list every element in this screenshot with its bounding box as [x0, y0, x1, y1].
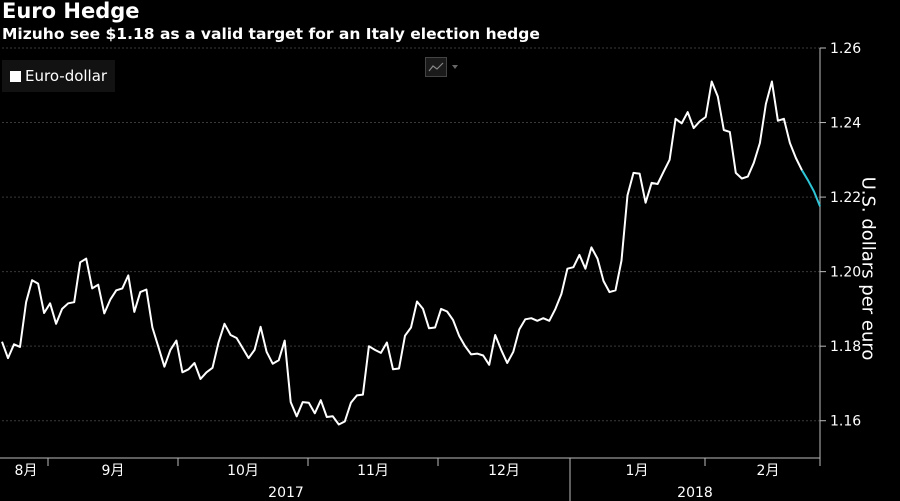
x-year-label: 2017	[268, 485, 304, 501]
series-line-tail	[801, 169, 821, 207]
line-chart-icon	[425, 57, 447, 77]
y-tick-label: 1.16	[830, 414, 861, 430]
y-tick-label: 1.24	[830, 116, 861, 132]
x-tick-label: 9月	[102, 463, 125, 479]
chart-type-button[interactable]	[425, 56, 463, 78]
y-tick-label: 1.18	[830, 339, 861, 355]
x-tick-label: 10月	[227, 463, 259, 479]
x-tick-label: 11月	[357, 463, 389, 479]
chevron-down-icon	[452, 65, 458, 69]
series-line-euro-dollar	[1, 80, 803, 426]
x-tick-label: 1月	[626, 463, 649, 479]
grid-lines	[2, 47, 820, 422]
series-lines	[1, 80, 821, 426]
x-tick-label: 12月	[488, 463, 520, 479]
y-tick-label: 1.26	[830, 41, 861, 57]
chart-title: Euro Hedge	[2, 0, 140, 23]
y-axis-label: U.S. dollars per euro	[857, 176, 879, 361]
x-tick-label: 8月	[15, 463, 38, 479]
legend-label: Euro-dollar	[25, 67, 108, 85]
x-year-label: 2018	[677, 485, 713, 501]
y-tick-label: 1.22	[830, 190, 861, 206]
chart-subtitle: Mizuho see $1.18 as a valid target for a…	[2, 25, 540, 43]
legend-swatch	[10, 70, 21, 82]
legend[interactable]: Euro-dollar	[2, 60, 116, 92]
axis-labels: 1.16 1.18 1.20 1.22 1.24 1.26 8月 9月 10月 11月 12月 1月 2…	[15, 41, 862, 501]
axes	[0, 47, 826, 501]
x-tick-label: 2月	[757, 463, 780, 479]
y-tick-label: 1.20	[830, 265, 861, 281]
